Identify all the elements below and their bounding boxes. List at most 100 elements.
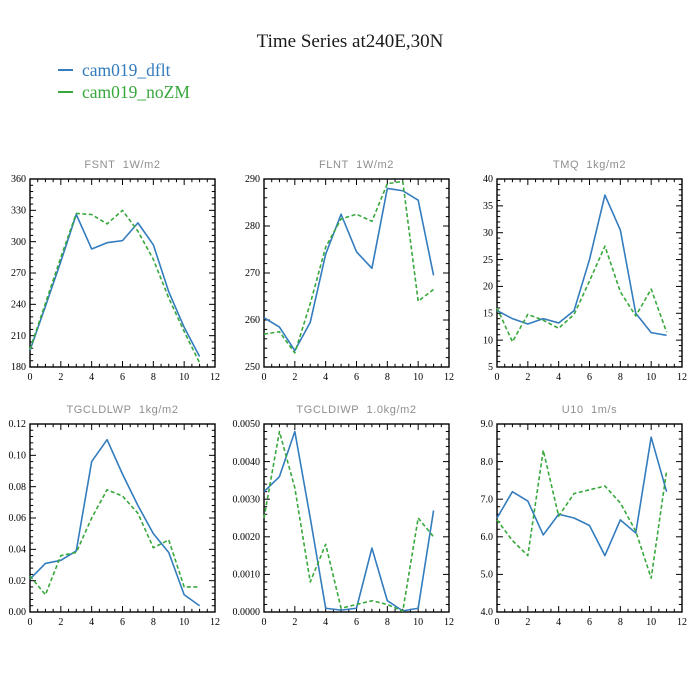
y-tick-label: 210 [11, 331, 26, 342]
x-tick-label: 4 [323, 372, 328, 383]
chart-line-cam019_noZM-tgcldiwp [263, 430, 435, 613]
chart-title-tgcldiwp: TGCLDIWP 1.0kg/m2 [296, 404, 416, 416]
legend: cam019_dflt cam019_noZM [58, 59, 190, 103]
chart-line-cam019_dflt-fsnt [29, 213, 201, 357]
x-tick-label: 6 [587, 617, 592, 628]
axis-frame [496, 178, 683, 368]
x-tick-label: 6 [120, 372, 125, 383]
chart-line-cam019_noZM-flnt [263, 180, 435, 354]
x-tick-label: 4 [89, 372, 94, 383]
x-tick-label: 10 [646, 372, 656, 383]
chart-panel-tgcldlwp: TGCLDLWP 1kg/m2 0 2 4 6 8 10 12 0.00 0.02 0.04 0.06… [9, 404, 221, 628]
axis-ticks [496, 178, 683, 368]
chart-line-cam019_noZM-tgcldlwp [29, 489, 200, 596]
x-tick-label: 8 [618, 372, 623, 383]
x-tick-label: 2 [292, 617, 297, 628]
chart-panel-tmq: TMQ 1kg/m2 0 2 4 6 8 10 12 5 10 15 20 25 30 35 40 [483, 159, 687, 383]
chart-line-cam019_noZM-tmq [496, 245, 668, 343]
x-tick-label: 8 [385, 617, 390, 628]
y-tick-label: 180 [11, 362, 26, 373]
x-tick-label: 10 [413, 617, 423, 628]
y-tick-label: 0.0000 [233, 607, 261, 618]
x-tick-label: 12 [677, 372, 687, 383]
chart-panel-flnt: FLNT 1W/m2 0 2 4 6 8 10 12 250 260 270 280 290 [245, 159, 454, 383]
x-tick-label: 4 [556, 617, 561, 628]
x-tick-label: 4 [89, 617, 94, 628]
chart-title-fsnt: FSNT 1W/m2 [84, 159, 160, 171]
x-tick-label: 8 [385, 372, 390, 383]
chart-title-tgcldlwp: TGCLDLWP 1kg/m2 [66, 404, 178, 416]
y-tick-label: 360 [11, 174, 26, 185]
chart-line-cam019_noZM-u10 [496, 449, 668, 579]
x-tick-label: 0 [495, 617, 500, 628]
y-tick-label: 5 [488, 362, 493, 373]
y-tick-label: 270 [245, 268, 260, 279]
y-tick-label: 0.10 [9, 451, 27, 462]
chart-line-cam019_dflt-u10 [496, 436, 668, 557]
axis-ticks [263, 178, 450, 368]
y-tick-label: 0.0050 [233, 419, 261, 430]
x-tick-label: 10 [179, 617, 189, 628]
legend-item-cam019_dflt: cam019_dflt [58, 59, 190, 81]
x-tick-label: 12 [210, 617, 220, 628]
chart-panel-fsnt: FSNT 1W/m2 0 2 4 6 8 10 12 180 210 240 270 300 330 360 [11, 159, 220, 383]
x-tick-label: 6 [120, 617, 125, 628]
x-tick-label: 12 [210, 372, 220, 383]
x-tick-label: 8 [618, 617, 623, 628]
y-tick-label: 0.12 [9, 419, 27, 430]
y-tick-label: 280 [245, 221, 260, 232]
chart-line-cam019_dflt-tgcldlwp [29, 438, 201, 607]
page-title: Time Series at240E,30N [256, 31, 444, 52]
legend-swatch-icon [58, 68, 73, 72]
x-tick-label: 8 [151, 617, 156, 628]
chart-title-u10: U10 1m/s [562, 404, 618, 416]
x-tick-label: 0 [28, 372, 33, 383]
x-tick-label: 2 [525, 617, 530, 628]
axis-frame [496, 423, 683, 613]
y-tick-label: 6.0 [481, 532, 494, 543]
y-tick-label: 290 [245, 174, 260, 185]
x-tick-label: 2 [58, 372, 63, 383]
y-tick-label: 260 [245, 315, 260, 326]
y-tick-label: 5.0 [481, 570, 494, 581]
y-tick-label: 330 [11, 206, 26, 217]
y-tick-label: 9.0 [481, 419, 494, 430]
axis-ticks [496, 423, 683, 613]
x-tick-label: 0 [495, 372, 500, 383]
x-tick-label: 0 [28, 617, 33, 628]
y-tick-label: 0.0020 [233, 532, 261, 543]
x-tick-label: 10 [646, 617, 656, 628]
chart-line-cam019_noZM-fsnt [29, 209, 201, 364]
x-tick-label: 4 [556, 372, 561, 383]
x-tick-label: 2 [58, 617, 63, 628]
legend-label: cam019_noZM [82, 82, 190, 102]
y-tick-label: 250 [245, 362, 260, 373]
y-tick-label: 0.08 [9, 482, 27, 493]
chart-line-cam019_dflt-flnt [263, 187, 435, 352]
y-tick-label: 270 [11, 268, 26, 279]
axis-frame [29, 423, 216, 613]
chart-title-tmq: TMQ 1kg/m2 [553, 159, 626, 171]
y-tick-label: 0.0010 [233, 570, 261, 581]
axis-ticks [29, 423, 216, 613]
legend-swatch-icon [58, 90, 73, 94]
chart-panel-tgcldiwp: TGCLDIWP 1.0kg/m2 0 2 4 6 8 10 12 0.0000 0.0010 0.… [233, 404, 455, 628]
axis-ticks [29, 178, 216, 368]
y-tick-label: 15 [483, 308, 493, 319]
y-tick-label: 0.0030 [233, 494, 261, 505]
x-tick-label: 8 [151, 372, 156, 383]
y-tick-label: 35 [483, 201, 493, 212]
y-tick-label: 8.0 [481, 457, 494, 468]
y-tick-label: 7.0 [481, 494, 494, 505]
y-tick-label: 0.02 [9, 576, 27, 587]
x-tick-label: 12 [444, 617, 454, 628]
y-tick-label: 300 [11, 237, 26, 248]
chart-line-cam019_dflt-tgcldiwp [263, 430, 435, 612]
x-tick-label: 12 [444, 372, 454, 383]
x-tick-label: 10 [413, 372, 423, 383]
chart-line-cam019_dflt-tmq [496, 194, 667, 337]
x-tick-label: 10 [179, 372, 189, 383]
chart-panel-u10: U10 1m/s 0 2 4 6 8 10 12 4.0 5.0 6.0 7.0 8.0 9.0 [481, 404, 688, 628]
x-tick-label: 6 [354, 617, 359, 628]
